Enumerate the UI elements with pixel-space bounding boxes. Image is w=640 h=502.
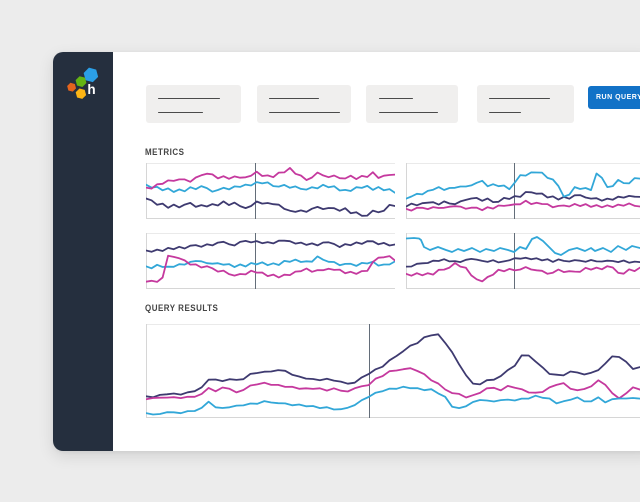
svg-text:h: h [87, 82, 95, 97]
